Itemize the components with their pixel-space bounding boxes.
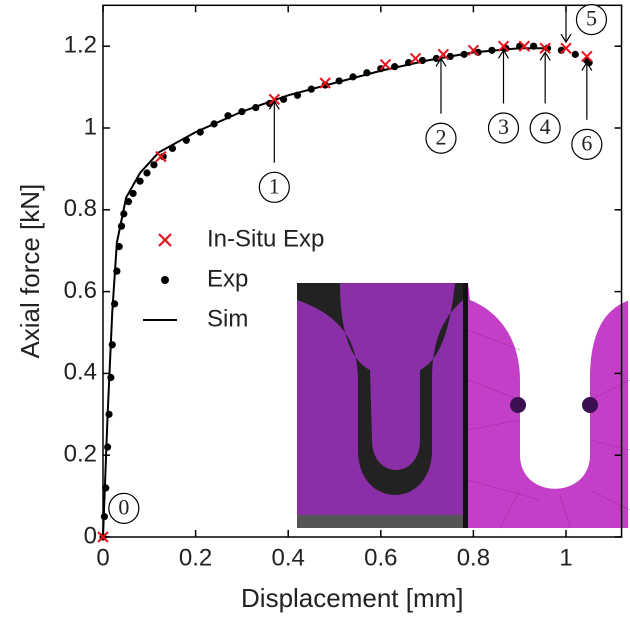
x-tick-label: 0.4 xyxy=(272,544,305,571)
exp-point xyxy=(293,91,302,99)
exp-point xyxy=(150,161,158,169)
annotation-label: 4 xyxy=(540,114,551,139)
legend-label: Exp xyxy=(207,265,248,292)
legend-marker xyxy=(161,276,169,284)
exp-point xyxy=(107,373,115,382)
annotation-label: 0 xyxy=(118,494,129,519)
exp-point xyxy=(102,484,110,492)
exp-point xyxy=(168,144,177,153)
annotation-arrowhead xyxy=(539,51,551,61)
exp-point xyxy=(488,46,496,54)
legend-label: In-Situ Exp xyxy=(207,225,324,252)
exp-point xyxy=(238,108,246,116)
exp-point xyxy=(120,210,128,218)
x-tick-label: 1 xyxy=(559,544,572,571)
annotation-circle xyxy=(571,128,603,160)
legend-label: Sim xyxy=(207,305,248,332)
annotation-label: 5 xyxy=(586,6,597,31)
exp-point xyxy=(224,112,232,120)
exp-point xyxy=(113,267,121,275)
exp-point xyxy=(363,69,371,77)
y-tick-label: 0.2 xyxy=(64,441,97,468)
exp-point xyxy=(404,58,413,67)
exp-point xyxy=(100,512,108,521)
exp-point xyxy=(182,136,190,144)
exp-point xyxy=(335,77,343,85)
exp-point xyxy=(143,169,151,177)
annotation-circle xyxy=(529,112,561,144)
exp-point xyxy=(349,73,357,81)
in-situ-point xyxy=(497,40,510,52)
exp-point xyxy=(136,177,144,185)
inset-image xyxy=(297,277,630,529)
annotation-arrowhead xyxy=(560,33,572,44)
exp-point xyxy=(105,410,113,418)
y-tick-label: 1 xyxy=(84,113,97,140)
y-tick-label: 0.6 xyxy=(64,277,97,304)
exp-point xyxy=(279,95,288,103)
in-situ-point xyxy=(581,50,593,63)
x-axis-label: Displacement [mm] xyxy=(241,583,464,613)
annotation-label: 2 xyxy=(435,124,446,149)
axes-frame xyxy=(102,4,623,538)
in-situ-point xyxy=(319,77,331,89)
exp-point xyxy=(210,120,218,128)
exp-point xyxy=(115,243,123,251)
y-axis-label: Axial force [kN] xyxy=(15,184,45,359)
in-situ-point xyxy=(539,42,551,54)
in-situ-point xyxy=(560,42,572,54)
y-tick-label: 0.4 xyxy=(64,359,97,386)
y-tick-label: 1.2 xyxy=(64,32,97,59)
exp-point xyxy=(432,54,440,63)
in-situ-point xyxy=(467,44,480,56)
exp-point xyxy=(391,63,399,71)
in-situ-point xyxy=(409,52,422,65)
y-tick-label: 0.8 xyxy=(64,195,97,222)
annotation-circle xyxy=(575,4,608,36)
annotation-arrowhead xyxy=(581,61,593,71)
exp-point xyxy=(252,103,260,112)
legend-marker xyxy=(158,233,172,247)
in-situ-point xyxy=(155,150,167,163)
in-situ-point xyxy=(97,531,109,543)
x-tick-label: 0.6 xyxy=(364,544,397,571)
in-situ-point xyxy=(437,48,450,61)
exp-point xyxy=(460,50,468,58)
exp-point xyxy=(108,341,116,349)
x-tick-label: 0 xyxy=(96,544,109,571)
exp-point xyxy=(571,50,579,58)
annotation-circle xyxy=(425,122,457,154)
exp-point xyxy=(307,85,315,93)
in-situ-point xyxy=(379,58,392,71)
exp-point xyxy=(110,300,119,308)
annotation-circle xyxy=(258,171,290,203)
exp-point xyxy=(196,128,204,136)
annotation-arrowhead xyxy=(435,57,447,67)
exp-point xyxy=(529,42,538,50)
annotation-arrowhead xyxy=(497,49,510,59)
exp-point xyxy=(104,443,112,451)
exp-point xyxy=(117,222,126,230)
in-situ-point xyxy=(268,93,281,106)
annotation-circle xyxy=(108,492,140,524)
y-tick-label: 0 xyxy=(84,522,97,549)
exp-point xyxy=(124,198,133,206)
x-tick-label: 0.8 xyxy=(457,544,490,571)
annotation-label: 3 xyxy=(498,114,509,139)
annotation-label: 6 xyxy=(581,130,592,155)
annotation-arrowhead xyxy=(268,100,280,110)
annotation-circle xyxy=(487,112,520,144)
exp-point xyxy=(321,81,329,89)
annotation-label: 1 xyxy=(269,173,280,198)
exp-point xyxy=(129,189,137,198)
x-tick-label: 0.2 xyxy=(179,544,212,571)
in-situ-point xyxy=(518,40,531,52)
